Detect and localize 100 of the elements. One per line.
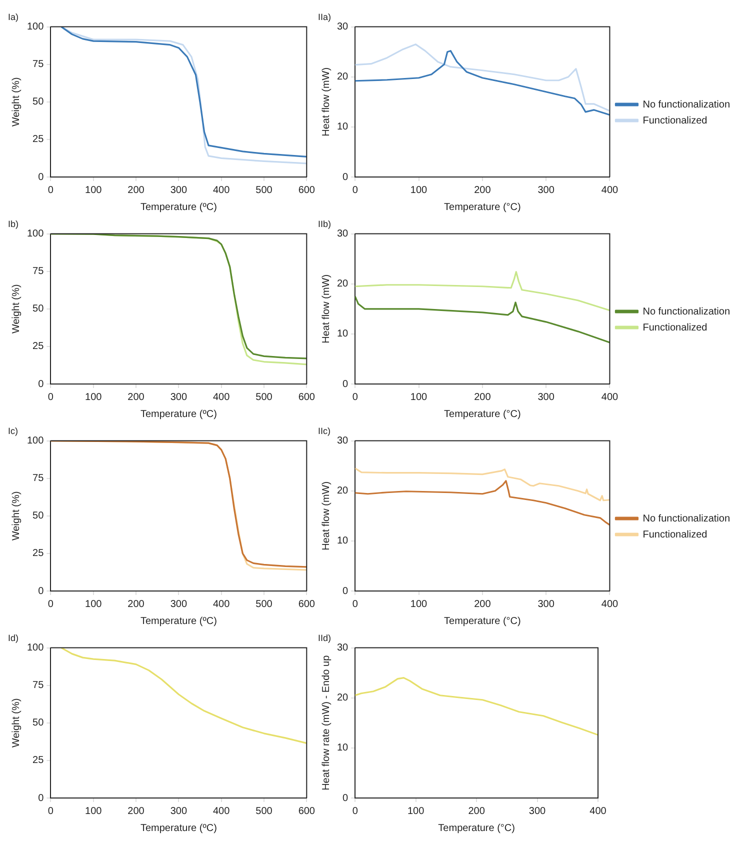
y-tick-label: 50 (32, 718, 44, 729)
x-tick-label: 100 (410, 392, 428, 403)
chart-title: Ic) (8, 426, 18, 436)
y-tick-label: 20 (337, 278, 349, 290)
x-tick-label: 200 (474, 392, 492, 403)
x-tick-label: 0 (48, 184, 54, 196)
x-tick-label: 300 (538, 598, 555, 610)
x-tick-label: 100 (410, 184, 428, 196)
x-axis-title: Temperature (ºC) (140, 822, 217, 834)
x-tick-label: 400 (590, 806, 607, 817)
y-tick-label: 0 (342, 792, 349, 804)
x-tick-label: 0 (48, 598, 54, 610)
y-tick-label: 30 (337, 228, 349, 240)
y-tick-label: 0 (38, 792, 44, 804)
x-tick-label: 300 (528, 806, 546, 817)
y-tick-label: 100 (26, 436, 44, 447)
y-tick-label: 30 (337, 436, 349, 447)
y-tick-label: 0 (38, 172, 44, 183)
legend-label: No functionalization (642, 306, 730, 318)
y-axis-title: Weight (%) (10, 698, 22, 748)
x-tick-label: 200 (474, 598, 492, 610)
x-tick-label: 400 (212, 392, 230, 403)
x-tick-label: 600 (298, 598, 316, 610)
x-tick-label: 600 (298, 392, 316, 403)
x-axis-title: Temperature (ºC) (140, 408, 217, 420)
x-tick-label: 100 (85, 392, 102, 403)
x-axis-title: Temperature (°C) (444, 202, 521, 213)
y-axis-title: Heat flow (mW) (320, 67, 332, 136)
y-tick-label: 75 (32, 680, 44, 692)
y-tick-label: 50 (32, 96, 44, 108)
x-tick-label: 300 (170, 392, 188, 403)
y-tick-label: 0 (342, 172, 349, 183)
y-tick-label: 10 (337, 536, 349, 547)
y-tick-label: 20 (337, 486, 349, 497)
y-axis-title: Heat flow rate (mW) - Endo up (320, 654, 332, 790)
legend-label: Functionalized (642, 529, 708, 540)
chart-title: Id) (8, 632, 19, 643)
chart-title: Ia) (8, 12, 19, 22)
x-tick-label: 300 (538, 184, 555, 196)
y-tick-label: 100 (26, 22, 44, 33)
x-tick-label: 0 (352, 598, 358, 610)
y-tick-label: 20 (337, 72, 349, 83)
legend-label: No functionalization (642, 99, 730, 110)
y-tick-label: 0 (342, 586, 349, 597)
x-tick-label: 0 (352, 392, 358, 403)
y-tick-label: 10 (337, 742, 349, 754)
y-tick-label: 25 (32, 755, 44, 766)
chart-title: IIb) (318, 218, 332, 229)
x-axis-title: Temperature (°C) (444, 408, 521, 420)
y-tick-label: 75 (32, 473, 44, 484)
x-tick-label: 200 (474, 184, 492, 196)
x-tick-label: 0 (48, 806, 54, 817)
x-tick-label: 100 (85, 184, 102, 196)
x-tick-label: 0 (352, 806, 358, 817)
y-tick-label: 25 (32, 134, 44, 146)
x-tick-label: 200 (128, 184, 145, 196)
legend-label: Functionalized (642, 322, 708, 334)
x-tick-label: 300 (170, 598, 188, 610)
y-tick-label: 50 (32, 304, 44, 315)
x-tick-label: 400 (212, 806, 230, 817)
y-axis-title: Weight (%) (10, 77, 22, 127)
x-tick-label: 400 (601, 184, 619, 196)
y-tick-label: 10 (337, 122, 349, 133)
x-tick-label: 400 (601, 598, 619, 610)
chart-title: IIc) (318, 426, 330, 436)
x-tick-label: 300 (170, 806, 188, 817)
x-tick-label: 600 (298, 184, 316, 196)
x-tick-label: 400 (212, 598, 230, 610)
y-tick-label: 30 (337, 22, 349, 33)
y-tick-label: 75 (32, 59, 44, 70)
x-axis-title: Temperature (°C) (444, 616, 521, 627)
x-axis-title: Temperature (ºC) (140, 202, 217, 213)
x-tick-label: 500 (256, 392, 273, 403)
y-tick-label: 50 (32, 510, 44, 522)
y-tick-label: 100 (26, 228, 44, 240)
y-tick-label: 0 (38, 378, 44, 390)
y-axis-title: Weight (%) (10, 491, 22, 541)
y-tick-label: 75 (32, 266, 44, 278)
x-tick-label: 0 (352, 184, 358, 196)
y-axis-title: Heat flow (mW) (320, 481, 332, 550)
x-tick-label: 200 (128, 806, 145, 817)
y-axis-title: Weight (%) (10, 284, 22, 334)
x-tick-label: 100 (85, 598, 102, 610)
x-axis-title: Temperature (°C) (438, 822, 515, 834)
y-tick-label: 30 (337, 642, 349, 654)
x-tick-label: 500 (256, 598, 273, 610)
x-tick-label: 200 (468, 806, 486, 817)
y-tick-label: 100 (26, 642, 44, 654)
y-tick-label: 25 (32, 548, 44, 560)
legend-label: No functionalization (642, 513, 730, 524)
y-tick-label: 25 (32, 341, 44, 352)
y-tick-label: 0 (342, 378, 349, 390)
legend-label: Functionalized (642, 115, 708, 126)
x-tick-label: 500 (256, 184, 273, 196)
y-tick-label: 10 (337, 328, 349, 340)
x-tick-label: 300 (170, 184, 188, 196)
x-tick-label: 400 (212, 184, 230, 196)
x-tick-label: 100 (408, 806, 425, 817)
x-tick-label: 200 (128, 598, 145, 610)
y-tick-label: 0 (38, 586, 44, 597)
